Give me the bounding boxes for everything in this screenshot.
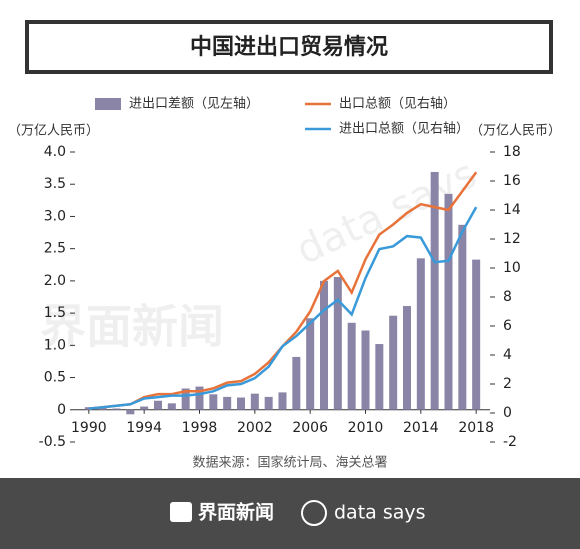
y2-tick-label: 16: [503, 173, 521, 189]
bar: [278, 392, 287, 410]
bar: [264, 396, 273, 410]
bar: [167, 403, 176, 410]
bar: [458, 224, 467, 410]
y-tick-label: 2.5: [44, 241, 66, 257]
y2-tick-label: 2: [503, 376, 512, 392]
y-tick-label: 3.0: [44, 208, 66, 224]
bar: [140, 406, 149, 410]
y-axis-label: （万亿人民币）: [8, 124, 99, 139]
y2-axis-label: （万亿人民币）: [470, 124, 561, 139]
bar: [237, 397, 245, 410]
source: 数据来源：国家统计局、海关总署: [192, 455, 387, 471]
bar: [126, 409, 135, 415]
y2-tick-label: 14: [503, 202, 521, 218]
y2-tick-label: -2: [503, 434, 517, 450]
logo-icon: [301, 500, 327, 526]
y2-tick-label: 0: [503, 405, 512, 421]
x-tick-label: 2002: [237, 420, 273, 436]
chart-title: 中国进出口贸易情况: [190, 34, 388, 60]
bar: [416, 258, 425, 410]
bar: [223, 396, 232, 410]
y-tick-label: 1.0: [44, 337, 66, 353]
bar: [430, 171, 439, 410]
bar: [306, 318, 315, 410]
x-tick-label: 1990: [71, 420, 107, 436]
title-box: [25, 20, 553, 74]
y2-tick-label: 18: [503, 144, 521, 160]
bar: [292, 356, 301, 410]
watermark: 界面新闻: [40, 300, 224, 354]
y-tick-label: 0: [57, 402, 66, 418]
y2-tick-label: 6: [503, 318, 512, 334]
x-tick-label: 2010: [348, 420, 384, 436]
y-tick-label: 3.5: [44, 176, 66, 192]
bar: [472, 259, 481, 410]
bar: [375, 344, 384, 410]
legend-label: 进出口差额（见左轴）: [129, 97, 259, 112]
bar: [112, 408, 121, 410]
bar: [403, 306, 411, 410]
bar: [389, 315, 398, 410]
x-tick-label: 1994: [126, 420, 162, 436]
bar: [98, 407, 107, 410]
bar: [181, 388, 190, 410]
legend-swatch: [95, 98, 121, 110]
bar: [347, 322, 356, 410]
bar: [154, 400, 162, 410]
y2-tick-label: 10: [503, 260, 521, 276]
x-tick-label: 2018: [458, 420, 494, 436]
y2-tick-label: 4: [503, 347, 512, 363]
y-tick-label: 2.0: [44, 273, 66, 289]
legend-label: 出口总额（见右轴）: [339, 97, 456, 112]
y2-tick-label: 8: [503, 289, 512, 305]
bar: [333, 277, 342, 410]
bar: [444, 193, 453, 410]
y-tick-label: 4.0: [44, 144, 66, 160]
line: [88, 206, 478, 410]
footer-brand2: data says: [334, 502, 426, 524]
bar: [195, 386, 204, 410]
y-tick-label: -0.5: [39, 434, 66, 450]
bar: [209, 394, 218, 410]
y2-tick-label: 12: [503, 231, 521, 247]
logo-icon: [170, 502, 192, 522]
watermark: data says: [289, 151, 483, 274]
footer-brand: 界面新闻: [198, 501, 274, 524]
bar: [250, 393, 259, 410]
legend-label: 进出口总额（见右轴）: [339, 122, 469, 137]
footer: [0, 478, 580, 549]
x-tick-label: 2014: [403, 420, 439, 436]
x-tick-label: 1998: [182, 420, 218, 436]
x-tick-label: 2006: [292, 420, 328, 436]
bar: [320, 280, 328, 410]
y-tick-label: 0.5: [44, 370, 66, 386]
y-tick-label: 1.5: [44, 305, 66, 321]
bar: [361, 330, 370, 410]
